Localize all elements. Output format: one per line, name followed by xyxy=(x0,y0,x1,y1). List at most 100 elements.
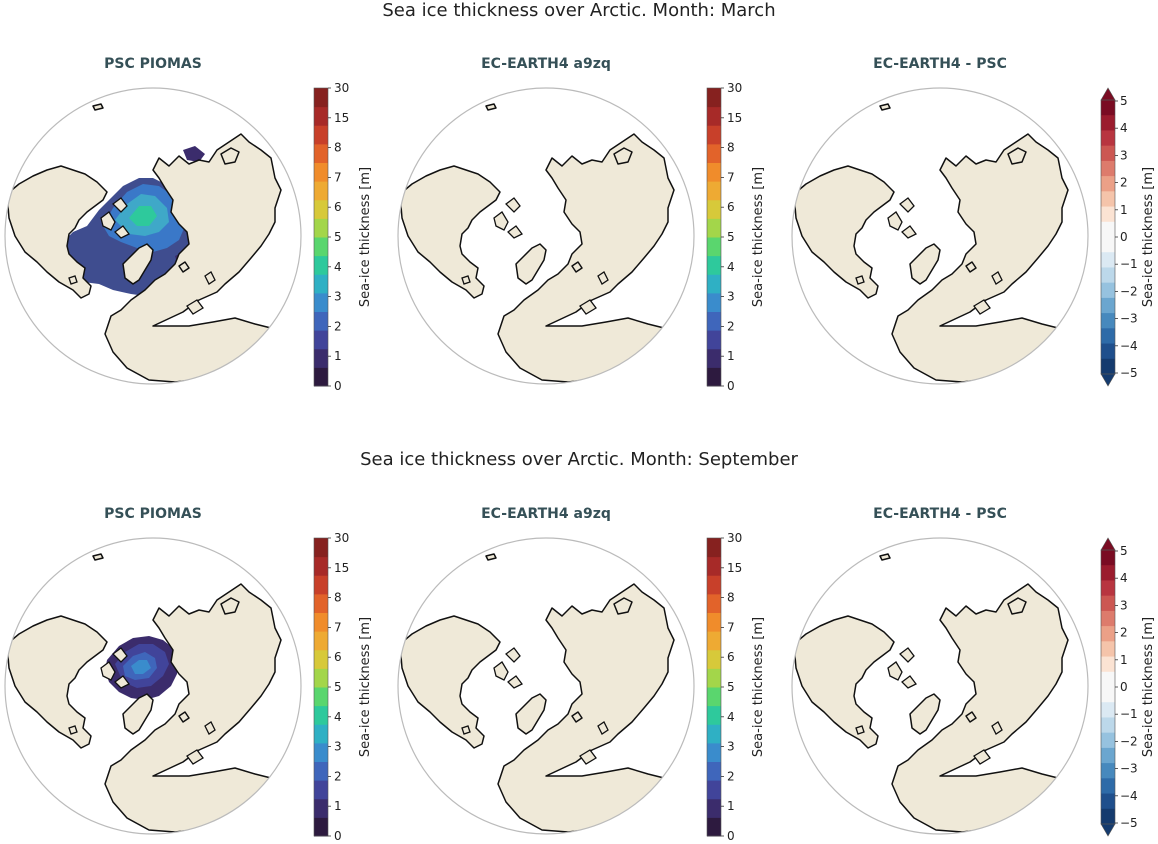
colorbar-segment xyxy=(1101,206,1115,223)
colorbar-segment xyxy=(314,556,328,576)
map-content xyxy=(793,553,1069,833)
colorbar-segment xyxy=(314,367,328,387)
colorbar-segment xyxy=(314,798,328,818)
coastline-island xyxy=(100,211,116,231)
colorbar-tick-label: 8 xyxy=(334,141,342,155)
coastline-island xyxy=(901,225,917,239)
colorbar-segment xyxy=(1101,808,1115,825)
colorbar-tick-label: 5 xyxy=(334,230,342,244)
colorbar-segment xyxy=(1101,671,1115,688)
colorbar-tick-label: 1 xyxy=(727,349,735,363)
colorbar-segment xyxy=(1101,328,1115,345)
colorbar-segment xyxy=(707,817,721,837)
colorbar-tick-label: 15 xyxy=(334,561,349,575)
colorbar-tick-label: 6 xyxy=(727,200,735,214)
colorbar-segment xyxy=(1101,282,1115,299)
map-content xyxy=(399,553,675,833)
colorbar-segment xyxy=(1101,313,1115,329)
colorbar-tick-label: 2 xyxy=(1120,176,1128,190)
colorbar-segment xyxy=(314,761,328,781)
small-island-a xyxy=(92,553,104,561)
colorbar-tick-label: 1 xyxy=(334,349,342,363)
coastline-island xyxy=(597,271,609,285)
north-america-landmass xyxy=(793,165,895,299)
colorbar-tick-label: 2 xyxy=(1120,626,1128,640)
greenland-landmass xyxy=(122,243,154,285)
map-march-diff xyxy=(791,87,1089,385)
colorbar-segment xyxy=(314,612,328,632)
colorbar-march-diff: 5 4 3 2 1 0 −1 −2 −3 −4 −5 Sea-ice thickness [m] xyxy=(1100,87,1156,387)
colorbar-segment xyxy=(1101,778,1115,795)
colorbar-segment xyxy=(314,817,328,837)
colorbar-segment xyxy=(707,593,721,613)
colorbar-segment xyxy=(314,199,328,219)
coastline-island xyxy=(887,661,903,681)
coastline-island xyxy=(461,725,471,735)
coastline-island xyxy=(68,725,78,735)
coastline-island xyxy=(899,197,915,213)
colorbar-label: Sea-ice thickness [m] xyxy=(1141,617,1156,757)
map-boundary-circle xyxy=(4,537,302,835)
colorbar-segment xyxy=(314,255,328,275)
colorbar-tick-label: 7 xyxy=(727,620,735,634)
map-boundary-circle xyxy=(791,87,1089,385)
colorbar-tick-label: −3 xyxy=(1120,312,1138,326)
colorbar-tick-label: 1 xyxy=(1120,653,1128,667)
north-america-landmass xyxy=(6,165,108,299)
colorbar-tick-label: 5 xyxy=(727,230,735,244)
colorbar-label: Sea-ice thickness [m] xyxy=(1141,167,1156,307)
colorbar-segment xyxy=(1101,297,1115,314)
colorbar-segment xyxy=(707,724,721,744)
row-title-september: Sea ice thickness over Arctic. Month: Se… xyxy=(360,449,798,470)
map-content xyxy=(6,103,282,383)
colorbar-tick-label: 3 xyxy=(727,290,735,304)
colorbar-segment xyxy=(314,330,328,350)
north-america-landmass xyxy=(793,615,895,749)
coastline-island xyxy=(505,197,521,213)
colorbar-segment xyxy=(1101,160,1115,177)
colorbar-segment xyxy=(1101,793,1115,810)
colorbar-segment xyxy=(707,556,721,576)
colorbar-tick-label: 30 xyxy=(334,531,349,545)
colorbar-segment xyxy=(314,631,328,651)
colorbar-segment xyxy=(707,668,721,688)
colorbar-segment xyxy=(314,292,328,312)
sea-ice-contour xyxy=(183,146,205,162)
colorbar-segment xyxy=(707,255,721,275)
colorbar-segment xyxy=(314,125,328,145)
colorbar-segment xyxy=(314,143,328,163)
sea-ice-contour xyxy=(131,660,151,674)
colorbar-segment xyxy=(1101,550,1115,566)
colorbar-label: Sea-ice thickness [m] xyxy=(358,167,373,307)
coastline-island xyxy=(597,721,609,735)
svalbard-island xyxy=(571,261,583,273)
colorbar-segment xyxy=(1101,191,1115,208)
coastline-island xyxy=(493,661,509,681)
coastline-island xyxy=(973,749,991,765)
colorbar-segment xyxy=(1101,565,1115,581)
colorbar-segment xyxy=(314,649,328,669)
colorbar-segment xyxy=(1101,656,1115,673)
colorbar-segment xyxy=(1101,610,1115,627)
greenland-landmass xyxy=(909,693,941,735)
colorbar-segment xyxy=(314,106,328,126)
greenland-landmass xyxy=(515,693,547,735)
colorbar-segment xyxy=(1101,176,1115,192)
colorbar-segment xyxy=(1101,358,1115,375)
map-september-ecearth xyxy=(397,537,695,835)
svalbard-island xyxy=(571,711,583,723)
panel-title-march-diff: EC-EARTH4 - PSC xyxy=(873,56,1007,72)
colorbar-segment xyxy=(314,593,328,613)
colorbar-tick-label: 6 xyxy=(334,200,342,214)
colorbar-tick-label: 3 xyxy=(1120,148,1128,162)
coastline-island xyxy=(887,211,903,231)
colorbar-segment xyxy=(1101,221,1115,238)
colorbar-segment xyxy=(314,218,328,238)
colorbar-tick-label: 3 xyxy=(334,290,342,304)
colorbar-segment xyxy=(314,237,328,257)
coastline-island xyxy=(899,647,915,663)
colorbar-tick-label: 4 xyxy=(727,710,735,724)
colorbar-segment xyxy=(1101,687,1115,703)
colorbar-segment xyxy=(707,199,721,219)
colorbar-tick-label: 3 xyxy=(334,740,342,754)
